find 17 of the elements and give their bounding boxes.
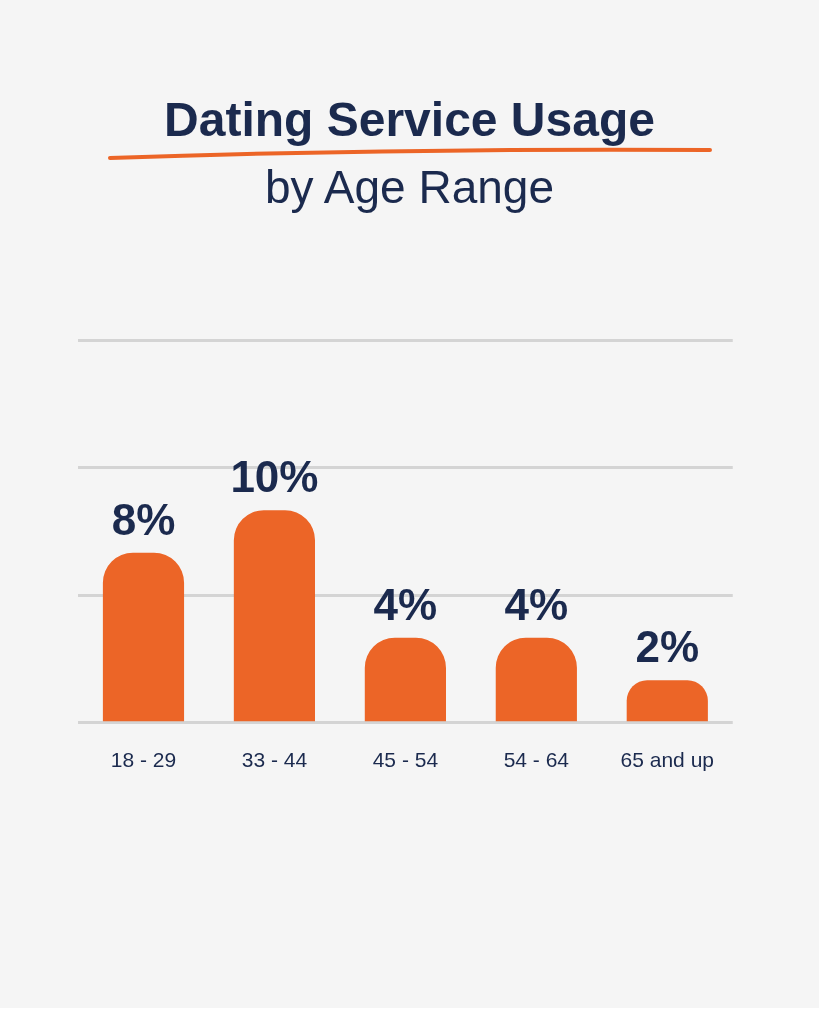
x-tick-label: 18 - 29 bbox=[110, 748, 177, 772]
bar bbox=[495, 637, 577, 722]
bar bbox=[102, 552, 185, 722]
chart-subtitle: by Age Range bbox=[264, 160, 555, 214]
x-tick-label: 33 - 44 bbox=[241, 748, 308, 772]
data-label: 8% bbox=[111, 494, 176, 544]
bar bbox=[233, 510, 316, 722]
chart-title: Dating Service Usage bbox=[163, 92, 656, 147]
data-label: 10% bbox=[230, 452, 319, 502]
bar bbox=[626, 680, 708, 722]
x-tick-label: 65 and up bbox=[620, 748, 715, 772]
x-tick-label: 54 - 64 bbox=[503, 748, 570, 772]
data-label: 4% bbox=[373, 579, 438, 629]
data-label: 2% bbox=[635, 622, 700, 672]
data-label: 4% bbox=[504, 579, 569, 629]
bar bbox=[364, 637, 446, 722]
x-tick-label: 45 - 54 bbox=[372, 748, 439, 772]
